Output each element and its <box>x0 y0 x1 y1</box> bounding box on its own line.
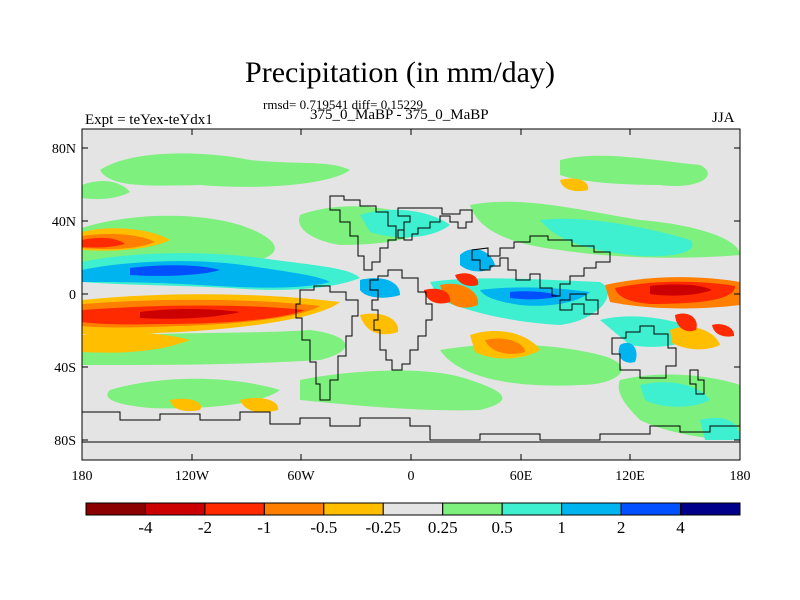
cyan-blob-southern <box>640 382 710 407</box>
yellow-blob-south-mid <box>240 398 279 413</box>
colorbar-box-2 <box>204 502 265 516</box>
blue-blob-west-pacific <box>618 342 637 363</box>
green-blob-arctic-west <box>100 153 350 187</box>
green-blob-south-mid <box>300 370 503 411</box>
deep-blue-indian <box>510 291 560 300</box>
green-blob-south-pacific-low <box>107 378 280 409</box>
coastline-south-america <box>295 285 359 401</box>
yellow-blob-south-west <box>170 398 201 412</box>
colorbar <box>85 502 741 516</box>
lat-label-80n: 80N <box>52 142 76 157</box>
darkred-core-west-pacific <box>650 284 712 296</box>
yellow-blob-tropics-east <box>360 313 399 335</box>
lat-tick-marks <box>82 147 740 441</box>
contour-level-2 <box>130 265 560 300</box>
lon-label-180e: 180 <box>730 469 751 484</box>
colorbar-box-1 <box>144 502 206 516</box>
coastline-new-zealand <box>689 369 705 395</box>
red-blob-west-pacific-south <box>675 313 697 332</box>
coastlines <box>82 195 740 443</box>
colorbar-box-5 <box>382 502 444 516</box>
experiment-label: Expt = teYex-teYdx1 <box>85 112 213 128</box>
lat-label-0: 0 <box>69 288 76 303</box>
precipitation-field <box>82 153 740 440</box>
lat-label-40s: 40S <box>54 361 76 376</box>
colorbar-box-3 <box>263 502 325 516</box>
colorbar-label-0: -4 <box>138 518 153 537</box>
green-blob-north-pacific <box>82 215 275 262</box>
lon-label-120w: 120W <box>175 469 210 484</box>
lat-tick-labels: 80N 40N 0 40S 80S <box>52 142 76 449</box>
colorbar-label-5: 0.25 <box>428 518 458 537</box>
coastline-antarctica <box>82 411 740 443</box>
lon-label-60w: 60W <box>287 469 315 484</box>
red-blob-africa <box>424 288 451 304</box>
coastline-australia <box>611 325 677 379</box>
coastline-asia-east <box>471 235 611 297</box>
lon-tick-marks <box>81 129 741 460</box>
colorbar-box-8 <box>561 502 622 516</box>
colorbar-label-4: -0.25 <box>366 518 401 537</box>
lon-label-0: 0 <box>408 469 415 484</box>
colorbar-box-0 <box>85 502 146 516</box>
coastline-maritime <box>559 293 599 315</box>
figure-title: Precipitation (in mm/day) <box>245 56 555 89</box>
colorbar-labels: -4 -2 -1 -0.5 -0.25 0.25 0.5 1 2 4 <box>138 518 685 537</box>
green-blob-dateline-north <box>82 180 130 200</box>
season-label: JJA <box>712 110 735 126</box>
coastline-north-america <box>329 195 397 271</box>
colorbar-label-3: -0.5 <box>310 518 337 537</box>
lat-label-40n: 40N <box>52 215 76 230</box>
stats-line: rmsd= 0.719541 diff= 0.15229 <box>263 97 423 112</box>
orange-blob-indian-south <box>485 338 525 354</box>
colorbar-label-1: -2 <box>198 518 212 537</box>
colorbar-box-9 <box>620 502 682 516</box>
colorbar-label-6: 0.5 <box>492 518 513 537</box>
cyan-blob-asia <box>540 218 693 257</box>
cyan-blob-north-atlantic <box>360 209 450 238</box>
yellow-blob-south-pacific-low <box>82 332 190 353</box>
colorbar-box-7 <box>501 502 563 516</box>
yellow-blob-arctic <box>560 178 589 192</box>
deep-blue-north-pacific <box>130 265 220 276</box>
coastline-greenland <box>397 229 405 239</box>
lon-label-180w: 180 <box>72 469 93 484</box>
colorbar-label-9: 4 <box>676 518 685 537</box>
darkred-core-south-pacific <box>140 309 240 319</box>
colorbar-box-6 <box>442 502 503 516</box>
lon-label-120e: 120E <box>615 469 645 484</box>
colorbar-label-2: -1 <box>257 518 271 537</box>
lon-tick-labels: 180 120W 60W 0 60E 120E 180 <box>72 469 751 484</box>
lon-label-60e: 60E <box>510 469 533 484</box>
colorbar-label-7: 1 <box>557 518 566 537</box>
green-blob-arctic-east <box>560 155 708 186</box>
red-blob-dateline-north <box>82 237 125 248</box>
colorbar-box-4 <box>323 502 384 516</box>
red-blob-indian-north <box>455 273 479 286</box>
coastline-africa <box>369 269 433 371</box>
colorbar-label-8: 2 <box>617 518 626 537</box>
colorbar-box-10 <box>680 502 741 516</box>
figure-subtitle: 375_0_MaBP - 375_0_MaBP <box>310 107 489 123</box>
red-blob-southern-pacific-east <box>712 324 735 337</box>
yellow-blob-west-pacific-south <box>670 326 720 350</box>
lat-label-80s: 80S <box>54 434 76 449</box>
cyan-blob-southern-far <box>700 417 740 440</box>
contour-level-neg2 <box>140 284 712 319</box>
